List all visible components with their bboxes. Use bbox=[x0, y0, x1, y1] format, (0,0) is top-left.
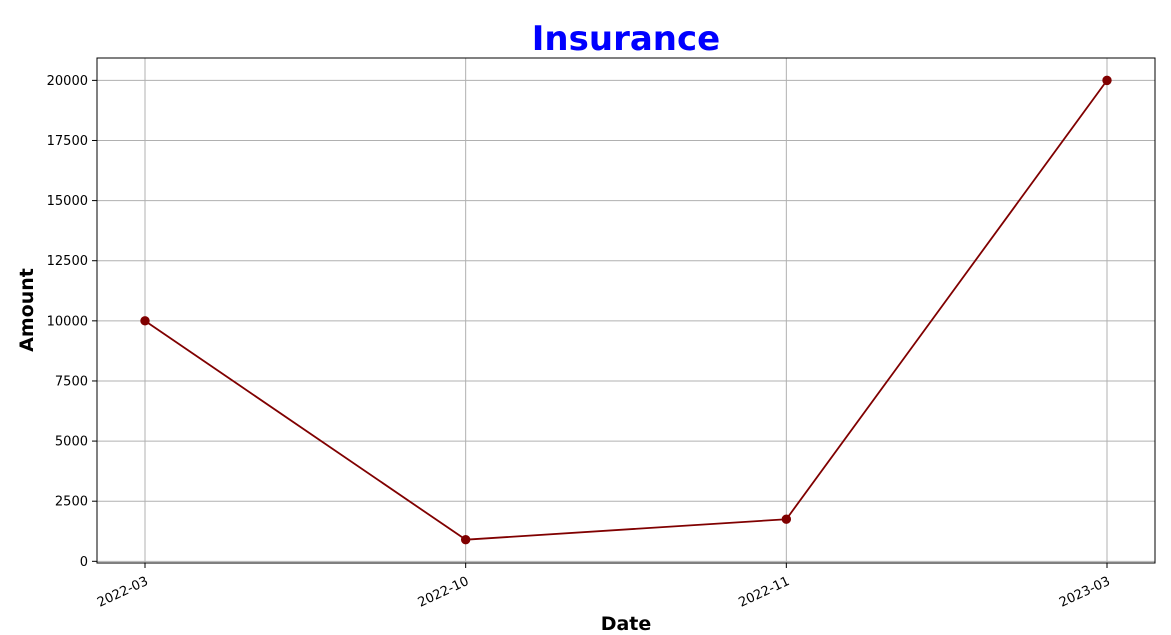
series-layer bbox=[140, 75, 1112, 545]
y-tick-label: 5000 bbox=[55, 435, 88, 450]
y-tick-label: 0 bbox=[80, 555, 88, 570]
data-point bbox=[1102, 75, 1112, 86]
chart-title: Insurance bbox=[532, 19, 720, 59]
y-tick-label: 12500 bbox=[47, 254, 88, 269]
data-point bbox=[460, 534, 471, 545]
y-axis-label: Amount bbox=[16, 268, 38, 352]
data-point bbox=[781, 514, 792, 524]
y-tick-label: 7500 bbox=[55, 374, 88, 389]
y-tick-label: 2500 bbox=[55, 495, 88, 510]
series-line bbox=[144, 79, 1108, 541]
x-axis-label: Date bbox=[601, 613, 652, 635]
y-tick-label: 20000 bbox=[47, 74, 88, 89]
y-tick-label: 15000 bbox=[47, 194, 88, 209]
y-tick-label: 10000 bbox=[47, 314, 88, 329]
y-tick-label: 17500 bbox=[47, 134, 88, 149]
data-point bbox=[140, 316, 150, 326]
grid bbox=[97, 58, 1155, 563]
axes-frame bbox=[96, 57, 1156, 564]
